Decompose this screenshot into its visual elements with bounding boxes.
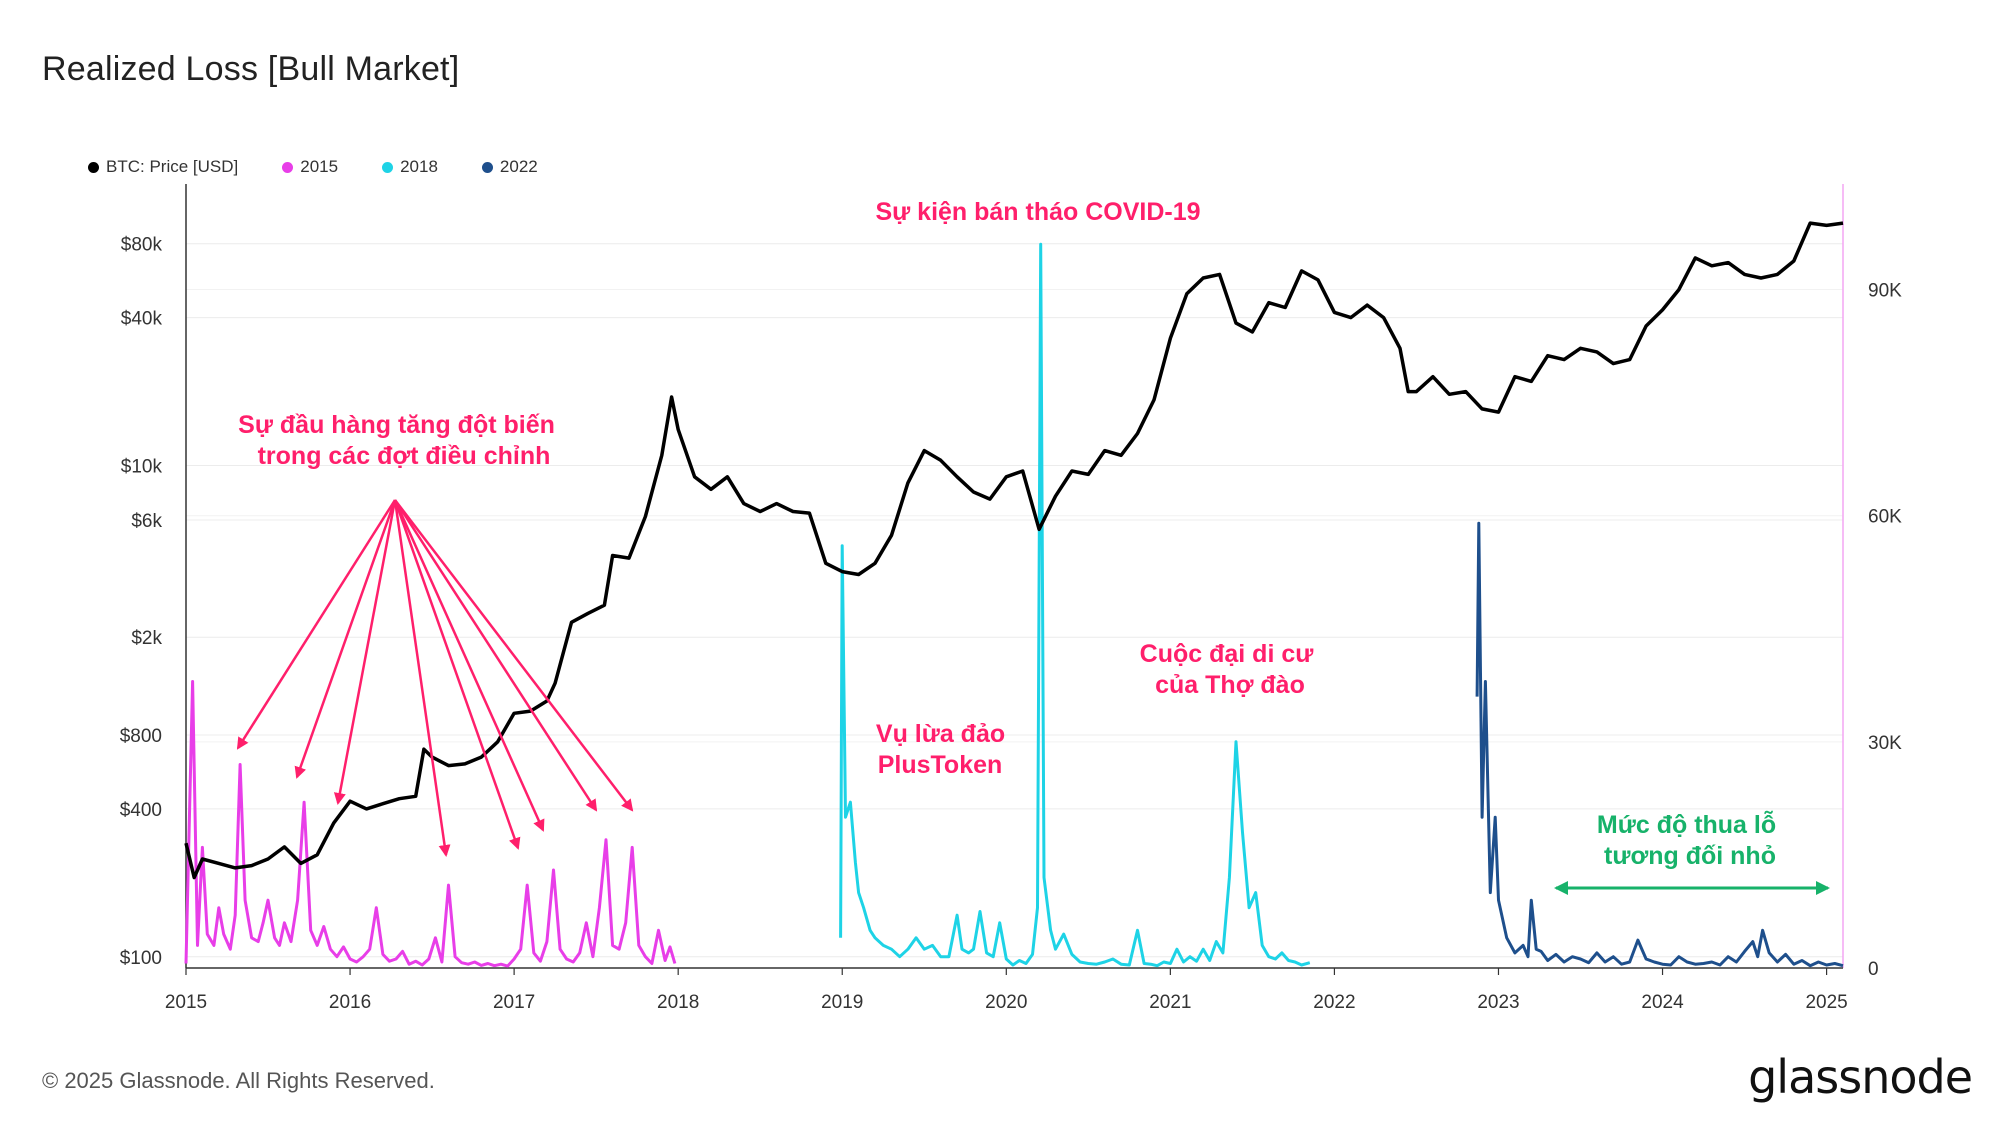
series-layer: [184, 221, 1844, 968]
gridlines: [186, 243, 1843, 969]
y-left-tick-label-$80k: $80k: [121, 235, 163, 256]
legend-item-2015[interactable]: 2015: [282, 157, 338, 177]
y-left-tick-label-$100: $100: [120, 948, 162, 969]
legend-label-2015: 2015: [300, 157, 339, 176]
annotations: Sự đầu hàng tăng đột biến trong các đợt …: [238, 198, 1783, 870]
y-axis-left-ticks: $100 $400 $800 $2k $6k $10k $40k $80k: [120, 235, 163, 969]
annotation-small-losses-line-2: tương đối nhỏ: [1604, 842, 1776, 870]
x-tick-label-2023: 2023: [1477, 992, 1519, 1013]
y-right-tick-label-0: 0: [1868, 959, 1879, 980]
y-right-tick-label-30K: 30K: [1868, 733, 1902, 754]
y-left-tick-label-$400: $400: [120, 800, 162, 821]
chart-legend: BTC: Price [USD] 2015 2018 2022: [88, 157, 582, 177]
glassnode-logo: glassnode: [1748, 1050, 1973, 1104]
capitulation-arrows: [236, 499, 634, 857]
annotation-capitulation-line-1: Sự đầu hàng tăng đột biến: [238, 411, 555, 439]
annotation-covid: Sự kiện bán tháo COVID-19: [875, 198, 1200, 226]
annotation-arrow: [393, 499, 451, 857]
series-line-btc-price: [184, 221, 1844, 880]
legend-swatch-2015: [282, 161, 294, 173]
annotation-arrow: [236, 499, 397, 750]
legend-swatch-2018: [382, 161, 394, 173]
legend-label-btc-price: BTC: Price [USD]: [106, 157, 239, 176]
y-axis-right-ticks: 0 30K 60K 90K: [1868, 281, 1902, 980]
annotation-capitulation: Sự đầu hàng tăng đột biến trong các đợt …: [238, 411, 562, 470]
annotation-small-losses-line-1: Mức độ thua lỗ: [1597, 809, 1776, 839]
x-tick-label-2020: 2020: [985, 992, 1027, 1013]
y-left-tick-label-$6k: $6k: [131, 511, 162, 532]
legend-item-btc-price[interactable]: BTC: Price [USD]: [88, 157, 238, 177]
annotation-miner-migration-line-1: Cuộc đại di cư: [1140, 640, 1315, 668]
x-tick-label-2021: 2021: [1149, 992, 1191, 1013]
series-line-2022: [1475, 521, 1844, 968]
x-tick-label-2018: 2018: [657, 992, 699, 1013]
x-tick-label-2025: 2025: [1805, 992, 1847, 1013]
copyright-notice: © 2025 Glassnode. All Rights Reserved.: [42, 1068, 435, 1093]
annotation-plustoken-line-2: PlusToken: [878, 751, 1003, 779]
chart-title: Realized Loss [Bull Market]: [42, 50, 460, 88]
y-right-tick-label-90K: 90K: [1868, 281, 1902, 302]
annotation-miner-migration-line-2: của Thợ đào: [1155, 671, 1305, 699]
y-left-tick-label-$800: $800: [120, 726, 162, 747]
series-line-2018: [839, 242, 1311, 968]
legend-item-2022[interactable]: 2022: [481, 157, 538, 177]
annotation-arrow: [294, 499, 397, 779]
legend-swatch-btc-price: [88, 161, 99, 173]
annotation-small-losses: Mức độ thua lỗ tương đối nhỏ: [1597, 809, 1783, 870]
x-tick-label-2024: 2024: [1641, 992, 1684, 1013]
x-axis-ticks: 2015 2016 2017 2018 2019 2020 2021 2022 2023 2024…: [165, 968, 1848, 1013]
annotation-arrow: [333, 499, 397, 805]
annotation-arrow: [393, 499, 545, 832]
x-tick-label-2019: 2019: [821, 992, 863, 1013]
annotation-miner-migration: Cuộc đại di cư của Thợ đào: [1140, 640, 1321, 699]
y-left-tick-label-$2k: $2k: [131, 628, 162, 649]
y-right-tick-label-60K: 60K: [1868, 507, 1902, 528]
annotation-capitulation-line-2: trong các đợt điều chỉnh: [258, 442, 551, 470]
y-left-tick-label-$10k: $10k: [121, 457, 163, 478]
legend-swatch-2022: [481, 161, 493, 173]
annotation-plustoken-line-1: Vụ lừa đảo: [876, 720, 1005, 748]
legend-label-2018: 2018: [400, 157, 438, 176]
x-tick-label-2017: 2017: [493, 992, 535, 1013]
annotation-covid-line-1: Sự kiện bán tháo COVID-19: [875, 198, 1200, 226]
series-line-2015: [184, 680, 677, 968]
annotation-arrow: [394, 499, 634, 812]
annotation-arrow: [393, 499, 598, 812]
y-left-tick-label-$40k: $40k: [121, 309, 163, 330]
x-tick-label-2015: 2015: [165, 992, 207, 1013]
x-tick-label-2022: 2022: [1313, 992, 1355, 1013]
annotation-arrow: [393, 499, 521, 850]
legend-label-2022: 2022: [499, 157, 538, 176]
x-tick-label-2016: 2016: [329, 992, 371, 1013]
legend-item-2018[interactable]: 2018: [382, 157, 438, 177]
annotation-plustoken: Vụ lừa đảo PlusToken: [876, 720, 1012, 779]
